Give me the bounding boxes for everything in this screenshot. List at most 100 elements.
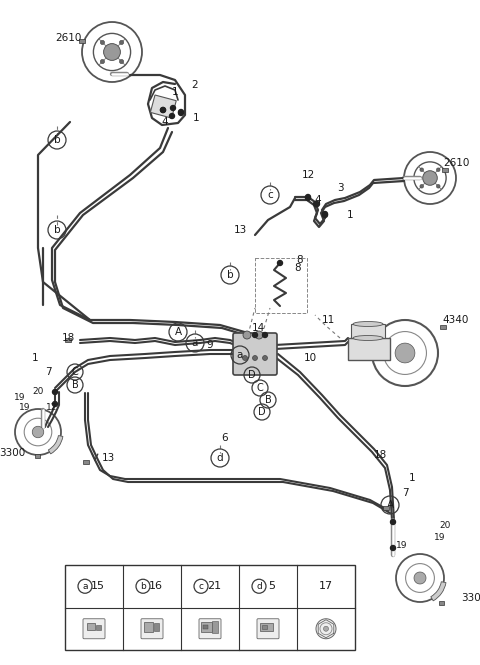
- Circle shape: [423, 171, 437, 186]
- Text: D: D: [258, 407, 266, 417]
- Text: 12: 12: [46, 402, 58, 412]
- Text: B: B: [264, 395, 271, 405]
- Circle shape: [323, 213, 327, 217]
- Text: 12: 12: [301, 170, 314, 180]
- Circle shape: [32, 426, 44, 438]
- Text: 13: 13: [101, 453, 115, 463]
- Wedge shape: [431, 582, 446, 601]
- Text: 2610: 2610: [443, 158, 469, 168]
- Bar: [144, 622, 153, 632]
- Text: b: b: [227, 270, 233, 280]
- Circle shape: [420, 168, 423, 172]
- Text: 15: 15: [91, 581, 105, 591]
- Text: 20: 20: [439, 521, 451, 529]
- Bar: [65, 565, 355, 650]
- Bar: [260, 622, 273, 630]
- Circle shape: [179, 110, 183, 116]
- Circle shape: [179, 110, 183, 114]
- Bar: [212, 620, 218, 633]
- Text: 14: 14: [252, 323, 264, 333]
- Text: 18: 18: [373, 450, 386, 460]
- Text: 9: 9: [207, 340, 213, 350]
- Text: 1: 1: [347, 210, 353, 220]
- Circle shape: [391, 519, 396, 525]
- Text: c: c: [267, 190, 273, 200]
- Text: 19: 19: [434, 533, 446, 541]
- Text: 11: 11: [322, 315, 335, 325]
- Circle shape: [314, 201, 320, 207]
- Text: d: d: [216, 453, 223, 463]
- Bar: [154, 622, 159, 630]
- Text: 4: 4: [162, 117, 168, 127]
- Circle shape: [436, 168, 440, 172]
- Text: A: A: [386, 500, 394, 510]
- Text: c: c: [199, 582, 204, 591]
- Bar: [440, 325, 446, 329]
- Circle shape: [160, 108, 166, 112]
- Circle shape: [305, 196, 311, 201]
- Text: 1: 1: [172, 87, 178, 97]
- Text: a: a: [192, 338, 198, 348]
- FancyBboxPatch shape: [257, 618, 279, 639]
- Bar: [201, 622, 212, 632]
- Text: 8: 8: [295, 263, 301, 273]
- Circle shape: [169, 114, 175, 118]
- Circle shape: [120, 41, 124, 45]
- Bar: [351, 324, 385, 338]
- Text: 18: 18: [61, 333, 74, 343]
- Circle shape: [436, 184, 440, 188]
- Circle shape: [277, 261, 283, 265]
- Bar: [79, 39, 85, 43]
- Text: 4: 4: [315, 195, 321, 205]
- FancyBboxPatch shape: [233, 333, 277, 375]
- Text: A: A: [174, 327, 181, 337]
- Bar: [262, 624, 267, 628]
- Text: 1: 1: [408, 473, 415, 483]
- Ellipse shape: [353, 321, 383, 327]
- Text: 2610: 2610: [55, 33, 81, 43]
- Circle shape: [100, 59, 105, 64]
- Bar: [83, 460, 89, 464]
- Circle shape: [120, 59, 124, 64]
- Text: 6: 6: [222, 433, 228, 443]
- Bar: [442, 168, 448, 172]
- Bar: [348, 338, 390, 360]
- Wedge shape: [48, 436, 63, 454]
- Circle shape: [323, 211, 327, 217]
- Text: 2: 2: [192, 80, 198, 90]
- Text: 17: 17: [319, 581, 333, 591]
- Bar: [255, 258, 307, 313]
- Text: D: D: [248, 370, 256, 380]
- Bar: [150, 95, 176, 118]
- FancyBboxPatch shape: [83, 618, 105, 639]
- Text: 3300: 3300: [461, 593, 480, 603]
- Text: a: a: [237, 350, 243, 360]
- Text: 1: 1: [192, 113, 199, 123]
- Circle shape: [420, 184, 423, 188]
- Circle shape: [305, 194, 311, 199]
- Circle shape: [104, 44, 120, 61]
- Text: 3: 3: [336, 183, 343, 193]
- Text: 3300: 3300: [0, 448, 25, 458]
- Bar: [87, 622, 95, 630]
- Text: 19: 19: [19, 404, 31, 412]
- Text: 7: 7: [45, 367, 51, 377]
- Text: 20: 20: [32, 388, 44, 396]
- Circle shape: [313, 201, 319, 207]
- Circle shape: [242, 356, 248, 360]
- Bar: [35, 454, 39, 458]
- Circle shape: [243, 331, 251, 339]
- Text: 16: 16: [149, 581, 163, 591]
- Circle shape: [263, 356, 267, 360]
- Circle shape: [52, 390, 58, 394]
- Text: b: b: [54, 135, 60, 145]
- Text: 19: 19: [396, 541, 408, 549]
- Text: 4340: 4340: [443, 315, 469, 325]
- Text: 1: 1: [32, 353, 38, 363]
- FancyBboxPatch shape: [141, 618, 163, 639]
- Circle shape: [395, 343, 415, 363]
- Text: 21: 21: [207, 581, 221, 591]
- Circle shape: [324, 626, 328, 631]
- Text: 7: 7: [402, 488, 408, 498]
- Circle shape: [52, 402, 58, 406]
